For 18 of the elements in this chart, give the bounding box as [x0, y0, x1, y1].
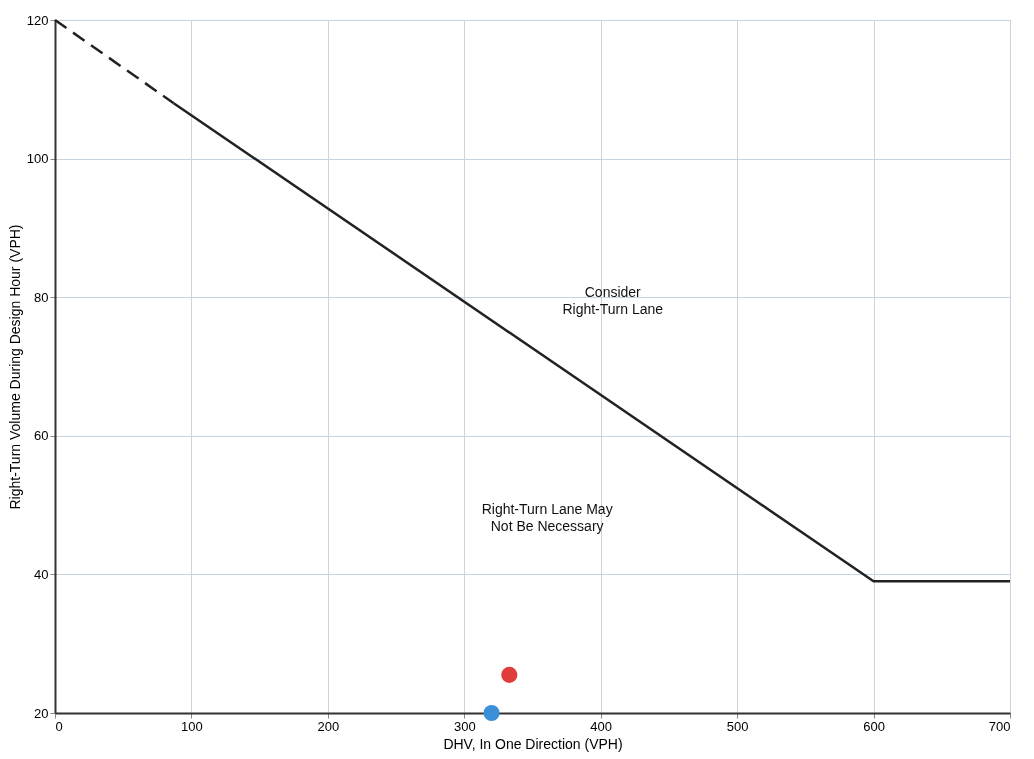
- x-tick-label: 0: [55, 718, 63, 734]
- y-tick-label: 20: [34, 705, 49, 721]
- x-tick-label: 400: [590, 718, 613, 734]
- annotation: Consider Right-Turn Lane: [562, 284, 664, 317]
- annotation: Right-Turn Lane May Not Be Necessary: [481, 501, 613, 534]
- y-axis-title: Right-Turn Volume During Design Hour (VPH): [6, 224, 23, 510]
- y-tick-label: 120: [26, 12, 49, 28]
- x-tick-label: 100: [181, 718, 203, 734]
- x-tick-label: 300: [453, 718, 476, 734]
- x-tick-label: 600: [863, 718, 885, 734]
- x-tick-label: 200: [317, 718, 340, 734]
- y-tick-label: 40: [34, 566, 49, 582]
- y-tick-label: 80: [34, 289, 49, 305]
- x-tick-label: 700: [988, 718, 1011, 734]
- x-axis-title: DHV, In One Direction (VPH): [443, 735, 623, 752]
- y-tick-label: 100: [26, 151, 49, 167]
- x-tick-label: 500: [726, 718, 749, 734]
- y-tick-label: 60: [34, 428, 49, 444]
